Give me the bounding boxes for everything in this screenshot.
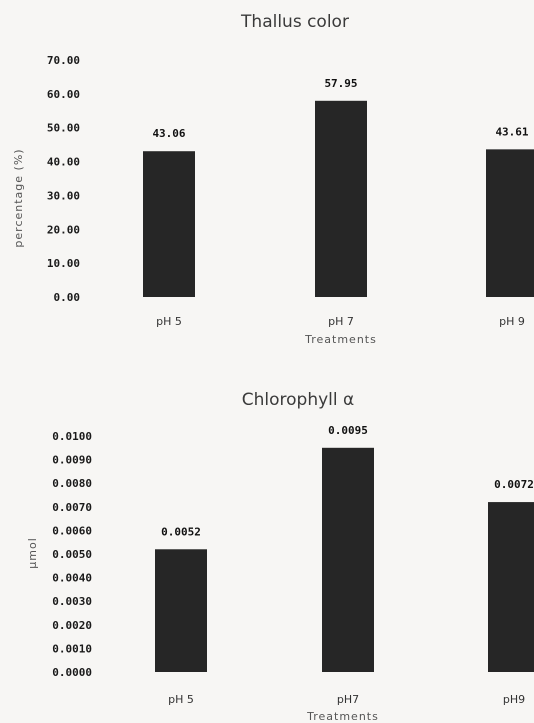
chart-title: Chlorophyll α: [242, 390, 354, 410]
y-tick-label: 0.0000: [52, 666, 92, 679]
category-label: pH7: [337, 693, 359, 706]
x-axis-label: Treatments: [304, 333, 377, 346]
data-label: 0.0052: [161, 525, 201, 538]
data-label: 0.0072: [494, 478, 534, 491]
data-label: 43.61: [495, 125, 528, 138]
category-label: pH 9: [499, 315, 525, 328]
thallus-color-chart-svg: Thallus color percentage (%) Treatments …: [12, 12, 534, 346]
chart-title: Thallus color: [240, 12, 349, 32]
y-tick-label: 30.00: [47, 189, 80, 202]
category-label: pH 7: [328, 315, 354, 328]
x-axis-label: Treatments: [306, 710, 379, 723]
data-label: 57.95: [324, 77, 357, 90]
y-tick-label: 0.0020: [52, 619, 92, 632]
bar: [322, 447, 374, 672]
bar: [155, 549, 207, 672]
y-tick-label: 0.0100: [52, 430, 92, 443]
plot-area: 70.00 60.00 50.00 40.00 30.00 20.00 10.00 0.00 4…: [47, 54, 534, 328]
plot-area: 0.0100 0.0090 0.0080 0.0070 0.0060 0.0050 0.00…: [52, 424, 534, 706]
y-tick-label: 40.00: [47, 156, 80, 169]
category-label: pH 5: [156, 315, 182, 328]
y-tick-label: 0.0040: [52, 572, 92, 585]
y-tick-label: 0.0060: [52, 524, 92, 537]
y-tick-label: 70.00: [47, 54, 80, 67]
bar: [143, 151, 195, 297]
bar: [486, 149, 534, 297]
data-label: 0.0095: [328, 424, 368, 437]
category-label: pH9: [503, 693, 525, 706]
y-tick-label: 0.0090: [52, 454, 92, 467]
y-tick-label: 0.0070: [52, 501, 92, 514]
y-tick-label: 0.0030: [52, 595, 92, 608]
y-axis-label: μmol: [26, 537, 39, 569]
y-tick-label: 10.00: [47, 257, 80, 270]
y-tick-label: 0.0010: [52, 642, 92, 655]
y-tick-label: 0.0050: [52, 548, 92, 561]
y-tick-label: 60.00: [47, 88, 80, 101]
y-axis-label: percentage (%): [12, 148, 25, 247]
chlorophyll-chart-svg: Chlorophyll α μmol Treatments 0.0100 0.00…: [26, 390, 534, 723]
y-tick-label: 0.00: [54, 291, 81, 304]
y-tick-label: 0.0080: [52, 477, 92, 490]
bar: [315, 100, 367, 298]
data-label: 43.06: [152, 127, 185, 140]
y-tick-label: 20.00: [47, 223, 80, 236]
thallus-color-chart: Thallus color percentage (%) Treatments …: [0, 0, 534, 360]
bar: [488, 502, 534, 672]
y-tick-label: 50.00: [47, 122, 80, 135]
category-label: pH 5: [168, 693, 194, 706]
chlorophyll-chart: Chlorophyll α μmol Treatments 0.0100 0.00…: [0, 380, 534, 723]
